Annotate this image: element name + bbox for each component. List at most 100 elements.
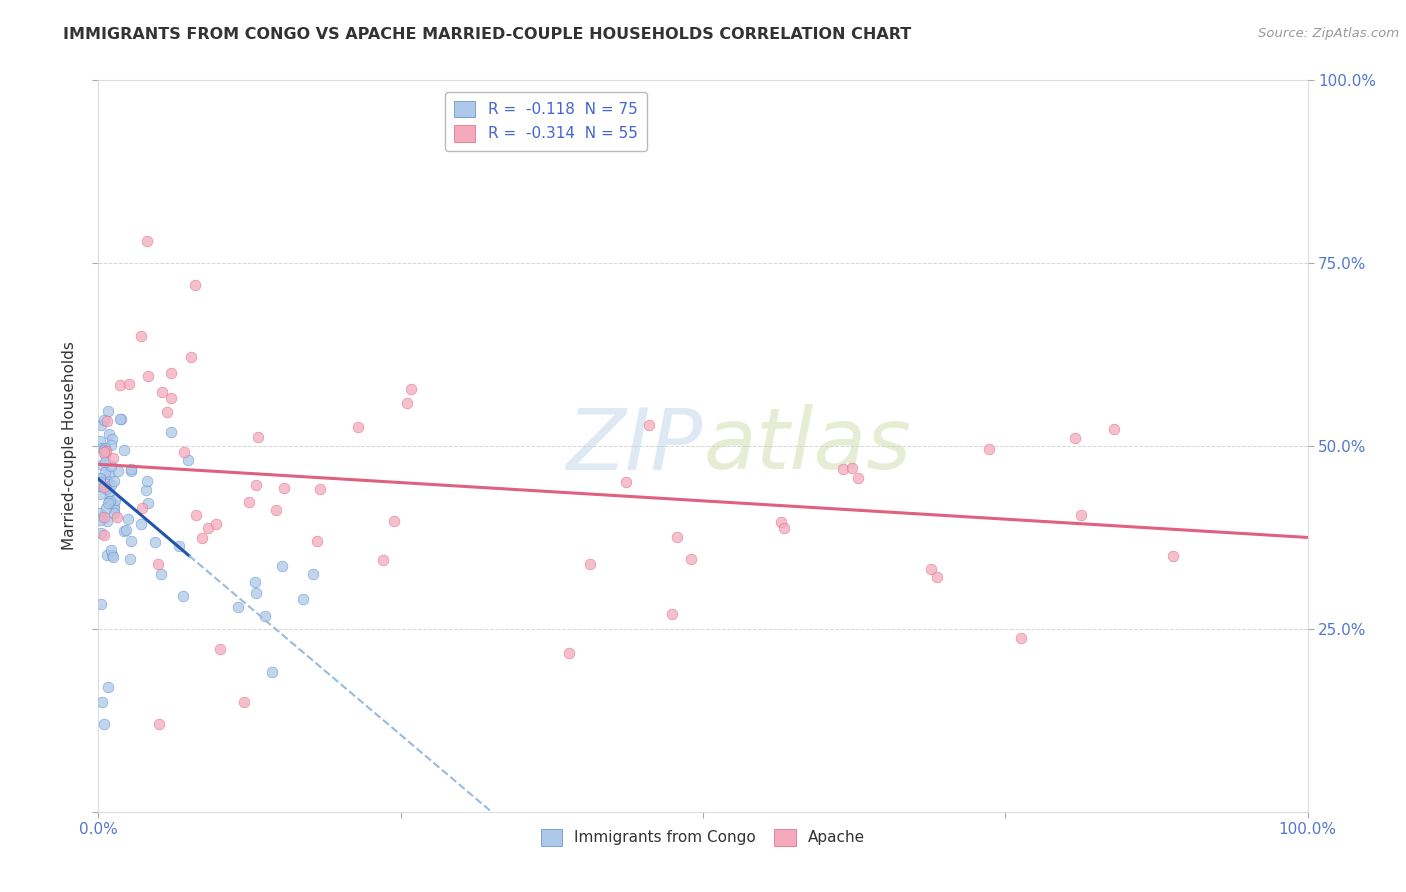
Point — [118, 551, 141, 566]
Point — [107, 465, 129, 479]
Point — [920, 562, 942, 576]
Text: Source: ZipAtlas.com: Source: ZipAtlas.com — [1258, 27, 1399, 40]
Point — [115, 523, 138, 537]
Point — [638, 417, 661, 432]
Point — [238, 495, 260, 509]
Point — [614, 475, 637, 490]
Point — [112, 442, 135, 457]
Point — [159, 391, 181, 405]
Point — [89, 470, 111, 484]
Point — [96, 443, 118, 458]
Point — [94, 455, 117, 469]
Point — [94, 482, 117, 496]
Point — [136, 369, 159, 384]
Text: ZIP: ZIP — [567, 404, 703, 488]
Point — [97, 404, 120, 418]
Point — [93, 442, 115, 457]
Point — [112, 524, 135, 539]
Point — [90, 458, 112, 472]
Legend: Immigrants from Congo, Apache: Immigrants from Congo, Apache — [534, 822, 872, 852]
Point — [90, 418, 112, 433]
Point — [91, 441, 114, 455]
Point — [101, 548, 124, 562]
Point — [90, 597, 112, 611]
Point — [666, 530, 689, 544]
Point — [382, 515, 405, 529]
Point — [104, 493, 127, 508]
Y-axis label: Married-couple Households: Married-couple Households — [62, 342, 77, 550]
Point — [101, 451, 124, 466]
Point — [96, 548, 118, 562]
Point — [264, 503, 287, 517]
Point — [173, 445, 195, 459]
Point — [226, 600, 249, 615]
Point — [118, 377, 141, 392]
Point — [97, 467, 120, 482]
Point — [103, 474, 125, 488]
Point — [291, 592, 314, 607]
Point — [1102, 422, 1125, 436]
Point — [93, 444, 115, 458]
Point — [232, 695, 254, 709]
Point — [172, 589, 194, 603]
Point — [1161, 549, 1184, 563]
Point — [91, 695, 114, 709]
Point — [205, 516, 228, 531]
Point — [129, 329, 152, 343]
Point — [159, 425, 181, 439]
Point — [301, 566, 323, 581]
Point — [93, 441, 115, 455]
Point — [100, 432, 122, 446]
Point — [146, 558, 169, 572]
Point — [89, 513, 111, 527]
Point — [247, 429, 270, 443]
Point — [579, 557, 602, 571]
Point — [1010, 632, 1032, 646]
Point — [103, 506, 125, 520]
Point — [101, 549, 124, 564]
Point — [135, 474, 157, 488]
Point — [89, 434, 111, 448]
Point — [1064, 431, 1087, 445]
Point — [100, 494, 122, 508]
Point — [186, 508, 208, 522]
Point — [143, 534, 166, 549]
Point — [253, 609, 276, 624]
Point — [100, 543, 122, 558]
Point — [93, 413, 115, 427]
Point — [184, 278, 207, 293]
Point — [135, 234, 157, 248]
Point — [150, 567, 173, 582]
Point — [136, 496, 159, 510]
Point — [120, 462, 142, 476]
Point — [93, 509, 115, 524]
Point — [160, 366, 183, 380]
Point — [770, 515, 793, 529]
Point — [832, 462, 855, 476]
Point — [96, 473, 118, 487]
Point — [94, 449, 117, 463]
Point — [96, 414, 118, 428]
Point — [97, 427, 120, 442]
Point — [245, 478, 267, 492]
Point — [120, 533, 142, 548]
Point — [243, 574, 266, 589]
Point — [97, 681, 120, 695]
Point — [347, 420, 370, 434]
Point — [93, 480, 115, 494]
Point — [156, 405, 179, 419]
Point — [927, 570, 949, 584]
Point — [103, 498, 125, 512]
Point — [110, 412, 132, 426]
Point — [273, 481, 295, 495]
Point — [103, 502, 125, 516]
Text: atlas: atlas — [703, 404, 911, 488]
Point — [120, 464, 142, 478]
Point — [245, 586, 267, 600]
Point — [93, 717, 115, 731]
Point — [131, 501, 153, 516]
Point — [89, 507, 111, 521]
Point — [848, 471, 870, 485]
Point — [100, 438, 122, 452]
Point — [89, 475, 111, 490]
